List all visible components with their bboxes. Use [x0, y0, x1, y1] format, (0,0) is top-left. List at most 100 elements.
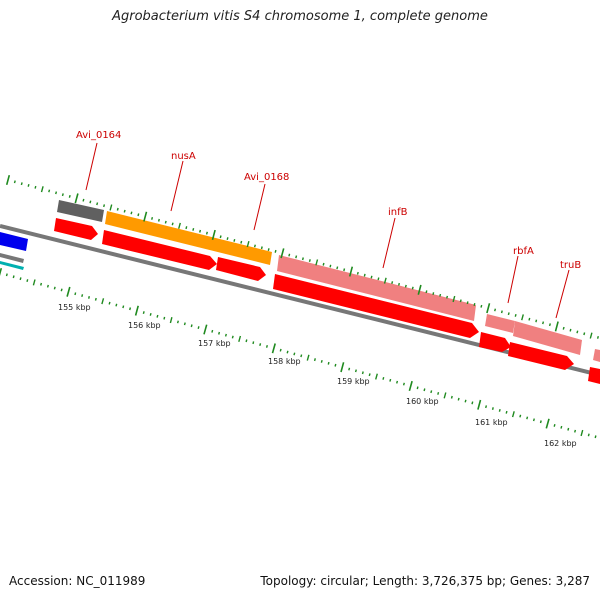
- scale-tick: [580, 429, 584, 437]
- scale-tick: [178, 222, 181, 229]
- scale-tick: [562, 326, 565, 330]
- scale-tick: [246, 241, 250, 248]
- scale-tick: [320, 360, 323, 363]
- scale-tick: [505, 410, 508, 414]
- leader-avi0168: [253, 183, 266, 231]
- scale-tick: [548, 323, 551, 327]
- gene-avi0164: [57, 200, 104, 222]
- scale-tick: [231, 335, 234, 339]
- scale-label-160: 160 kbp: [406, 397, 439, 406]
- scale-tick: [240, 240, 243, 244]
- scale-tick: [408, 380, 413, 392]
- scale-tick: [32, 279, 36, 286]
- scale-tick: [336, 266, 339, 270]
- scale-tick: [473, 303, 476, 306]
- scale-tick: [94, 297, 97, 301]
- scale-tick: [137, 213, 140, 217]
- scale-label-161: 161 kbp: [475, 418, 508, 427]
- scale-tick: [315, 259, 319, 266]
- scale-tick: [539, 420, 542, 424]
- scale-tick: [55, 191, 58, 195]
- scale-tick: [88, 296, 90, 299]
- scale-tick: [5, 174, 11, 186]
- cds-arrow-4: [273, 274, 479, 338]
- scale-tick: [329, 264, 332, 268]
- scale-tick: [151, 217, 154, 220]
- scale-tick: [560, 425, 563, 429]
- leader-truB: [555, 269, 570, 319]
- scale-tick: [334, 363, 337, 367]
- scale-tick: [491, 407, 494, 410]
- accession-text: Accession: NC_011989: [9, 574, 146, 588]
- scale-tick: [361, 371, 364, 375]
- label-nusA: nusA: [171, 151, 196, 162]
- gene-partial-right: [593, 349, 600, 362]
- scale-tick: [452, 295, 456, 303]
- scale-tick: [443, 392, 447, 399]
- scale-tick: [519, 414, 522, 418]
- scale-tick: [528, 317, 531, 321]
- scale-tick: [74, 193, 79, 204]
- leader-nusA: [170, 160, 184, 212]
- scale-tick: [545, 418, 550, 429]
- scale-tick: [134, 305, 139, 316]
- scale-tick: [286, 350, 289, 354]
- scale-tick: [211, 229, 216, 241]
- scale-tick: [199, 229, 202, 233]
- cds-arrow-6: [508, 342, 574, 370]
- scale-tick: [446, 295, 449, 299]
- scale-tick: [218, 331, 221, 335]
- scale-tick: [96, 202, 99, 206]
- scale-tick: [587, 433, 590, 437]
- scale-tick: [142, 311, 145, 314]
- scale-tick: [417, 284, 422, 295]
- scale-tick: [368, 373, 371, 377]
- scale-ticks-lower: [0, 267, 597, 439]
- scale-tick: [205, 231, 208, 235]
- cds-arrow-3: [216, 257, 266, 281]
- scale-tick: [265, 345, 268, 348]
- scale-tick: [471, 401, 474, 405]
- scale-tick: [486, 303, 491, 314]
- scale-tick: [13, 180, 16, 184]
- gene-gray-partial: [0, 253, 24, 263]
- scale-label-162: 162 kbp: [544, 439, 577, 448]
- scale-tick: [466, 301, 469, 305]
- scale-tick: [306, 354, 310, 361]
- scale-tick: [301, 257, 304, 261]
- scale-tick: [211, 329, 214, 333]
- gene-infB: [277, 255, 476, 321]
- gene-blue-partial: [0, 232, 28, 251]
- scale-tick: [122, 305, 125, 309]
- scale-tick: [356, 271, 359, 275]
- label-rbfA: rbfA: [513, 246, 534, 257]
- leader-rbfA: [507, 255, 519, 304]
- scale-tick: [576, 330, 579, 334]
- scale-tick: [411, 286, 414, 290]
- scale-tick: [176, 320, 179, 324]
- scale-tick: [511, 411, 515, 418]
- scale-tick: [459, 299, 462, 303]
- scale-tick: [143, 211, 148, 222]
- scale-tick: [12, 275, 15, 279]
- scale-tick: [61, 193, 64, 197]
- scale-tick: [327, 361, 330, 365]
- scale-tick: [163, 316, 166, 320]
- cds-arrow-5: [479, 332, 511, 352]
- scale-tick: [322, 262, 325, 266]
- scale-tick: [48, 189, 51, 193]
- scale-tick: [149, 313, 152, 316]
- scale-tick: [596, 336, 599, 339]
- cds-arrow-1: [54, 218, 98, 240]
- scale-tick: [260, 246, 263, 250]
- scale-tick: [348, 266, 354, 277]
- scale-tick: [27, 184, 30, 187]
- scale-tick: [115, 303, 118, 307]
- scale-tick: [340, 362, 345, 373]
- scale-tick: [498, 409, 501, 412]
- scale-tick: [183, 322, 186, 326]
- scale-tick: [464, 399, 467, 403]
- scale-tick: [185, 226, 188, 230]
- scale-tick: [40, 186, 44, 193]
- scale-tick: [271, 343, 276, 354]
